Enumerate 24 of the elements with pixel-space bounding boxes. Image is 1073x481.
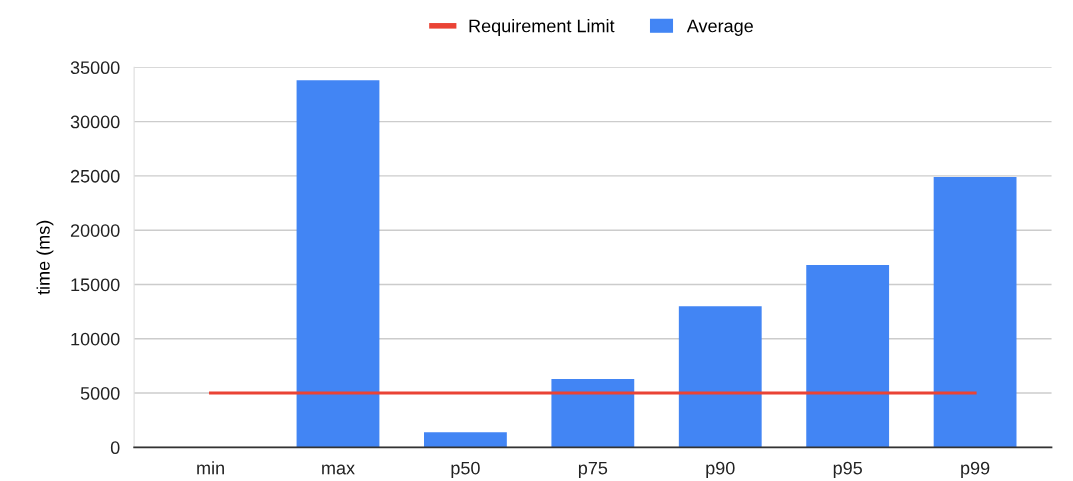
x-tick-label: p99 [961,461,990,479]
y-tick-label: 0 [110,441,120,455]
bar [933,176,1017,448]
x-tick-label: p90 [706,461,735,479]
y-tick-label: 20000 [70,224,120,237]
x-tick-label: min [197,461,224,475]
legend-label: Requirement Limit [469,19,615,36]
y-tick-label: 5000 [80,386,120,400]
y-tick-label: 10000 [71,332,120,346]
y-tick-label: 25000 [70,169,120,183]
bar [424,432,507,448]
bar [806,264,890,448]
bar [296,80,380,448]
bar [678,306,762,448]
x-tick-label: p95 [833,461,862,479]
y-axis-title: time (ms) [36,220,54,295]
y-tick-label: 35000 [70,61,120,75]
x-tick-label: max [322,464,355,475]
legend-label: Average [686,19,753,36]
x-tick-label: p50 [451,461,480,479]
x-tick-label: p75 [578,461,608,479]
y-tick-label: 30000 [70,115,120,129]
y-tick-label: 15000 [71,278,120,292]
bar [551,378,635,448]
